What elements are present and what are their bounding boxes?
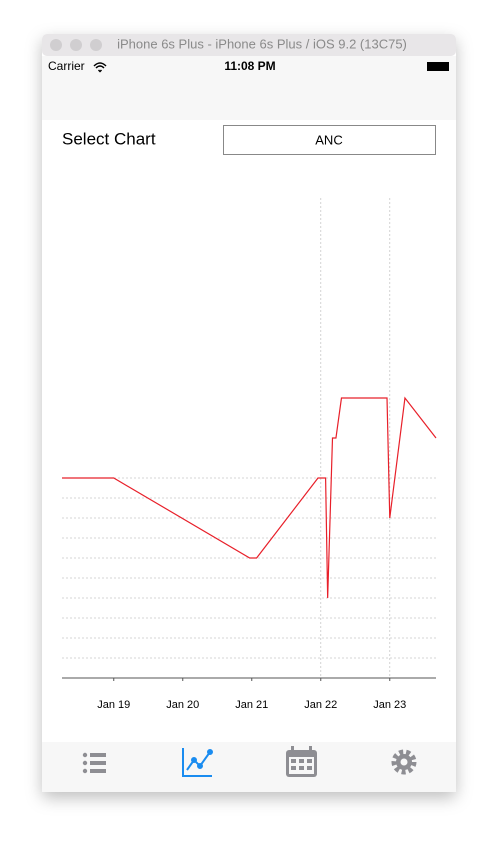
tab-settings[interactable] [391, 749, 417, 775]
data-line [62, 396, 437, 599]
tab-calendar[interactable] [286, 746, 317, 777]
picker-label: Select Chart [62, 129, 156, 148]
tab-chart[interactable] [182, 748, 213, 777]
battery-icon [427, 62, 449, 71]
minimize-button[interactable] [70, 39, 82, 51]
x-tick-label: Jan 21 [235, 699, 268, 711]
tab-bar [42, 742, 456, 792]
x-tick-label: Jan 23 [373, 699, 406, 711]
wifi-icon [93, 62, 107, 73]
nav-area [42, 56, 456, 120]
chart: Jan 19 Jan 20 Jan 21 Jan 22 Jan 23 [62, 198, 437, 711]
chart-picker[interactable] [223, 125, 436, 155]
x-tick-label: Jan 19 [97, 699, 130, 711]
zoom-button[interactable] [90, 39, 102, 51]
carrier: Carrier [48, 59, 85, 73]
title-bar [42, 34, 456, 56]
window-title: iPhone 6s Plus - iPhone 6s Plus / iOS 9.… [117, 36, 407, 51]
x-tick-label: Jan 20 [166, 699, 199, 711]
clock: 11:08 PM [224, 59, 275, 73]
window [42, 34, 456, 792]
picker-value: ANC [315, 132, 342, 147]
x-tick-label: Jan 22 [304, 699, 337, 711]
tab-list[interactable] [82, 752, 106, 774]
close-button[interactable] [50, 39, 62, 51]
